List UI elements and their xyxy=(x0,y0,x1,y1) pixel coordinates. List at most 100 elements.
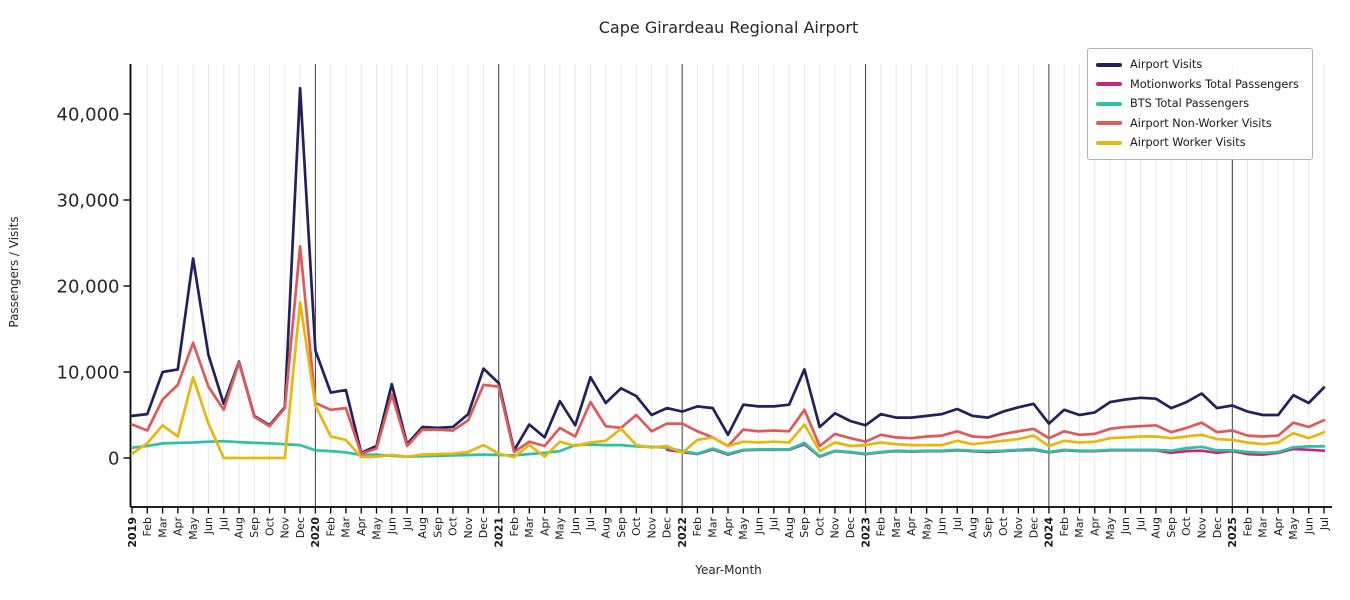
x-tick-label-month: Jul xyxy=(401,517,414,531)
line-bts-total-passengers xyxy=(130,439,1326,459)
x-tick-label-month: Apr xyxy=(722,517,735,537)
x-tick-label-month: Jul xyxy=(768,517,781,531)
x-tick-label-month: Sep xyxy=(1165,517,1178,538)
x-tick-label-month: May xyxy=(1104,517,1117,540)
x-tick-label-month: Oct xyxy=(813,516,826,536)
x-tick-label-month: Oct xyxy=(1180,516,1193,536)
legend-label: BTS Total Passengers xyxy=(1130,97,1250,111)
x-tick-label-month: Sep xyxy=(431,517,444,538)
y-tick-label: 40,000 xyxy=(57,104,120,125)
x-tick-label-month: Nov xyxy=(645,517,658,539)
x-tick-label-month: Oct xyxy=(447,516,460,536)
x-tick-label-month: Jun xyxy=(386,517,399,535)
x-tick-label-month: Jun xyxy=(752,517,765,535)
legend-item-airport-worker-visits: Airport Worker Visits xyxy=(1096,133,1304,153)
x-tick-label-month: Mar xyxy=(156,517,169,538)
x-tick-label-year: 2023 xyxy=(859,517,872,548)
x-tick-label-month: Jun xyxy=(1302,517,1315,535)
x-tick-label-month: Mar xyxy=(523,517,536,538)
x-tick-label-month: Aug xyxy=(783,517,796,538)
x-tick-label-month: Jul xyxy=(584,517,597,531)
x-tick-label-month: Oct xyxy=(997,516,1010,536)
x-tick-label-month: Nov xyxy=(1195,517,1208,539)
legend-line-swatch xyxy=(1096,121,1122,126)
x-tick-label-month: Jun xyxy=(569,517,582,535)
x-tick-label-month: Dec xyxy=(294,517,307,538)
x-tick-label-month: Feb xyxy=(691,517,704,536)
legend-label: Airport Worker Visits xyxy=(1130,136,1246,150)
x-tick-label-month: May xyxy=(920,517,933,540)
y-tick-label: 30,000 xyxy=(57,190,120,211)
x-tick-label-month: Mar xyxy=(706,517,719,538)
x-tick-label-month: Jul xyxy=(951,517,964,531)
x-tick-label-month: Oct xyxy=(263,516,276,536)
y-tick-label: 20,000 xyxy=(57,276,120,297)
x-tick-label-month: Aug xyxy=(599,517,612,538)
x-tick-label-month: May xyxy=(737,517,750,540)
x-tick-label-month: Mar xyxy=(1073,517,1086,538)
legend-item-airport-non-worker-visits: Airport Non-Worker Visits xyxy=(1096,114,1304,134)
x-tick-label-month: Jul xyxy=(1318,517,1331,531)
x-tick-label-month: Nov xyxy=(279,517,292,539)
x-tick-label-month: Dec xyxy=(661,517,674,538)
x-tick-label-month: Nov xyxy=(1012,517,1025,539)
legend-label: Motionworks Total Passengers xyxy=(1130,77,1299,91)
x-tick-label-month: Sep xyxy=(798,517,811,538)
x-tick-label-month: Apr xyxy=(538,517,551,537)
x-tick-label-year: 2022 xyxy=(676,517,689,548)
x-tick-label-month: Oct xyxy=(630,516,643,536)
x-tick-label-month: Dec xyxy=(1027,517,1040,538)
x-tick-label-month: Feb xyxy=(875,517,888,536)
x-tick-label-month: Apr xyxy=(355,517,368,537)
x-tick-label-month: Mar xyxy=(1257,517,1270,538)
x-tick-label-month: Aug xyxy=(416,517,429,538)
x-tick-label-month: Feb xyxy=(1241,517,1254,536)
line-airport-visits xyxy=(130,86,1326,455)
x-tick-label-month: Aug xyxy=(966,517,979,538)
x-tick-label-month: Nov xyxy=(829,517,842,539)
chart-title: Cape Girardeau Regional Airport xyxy=(598,18,859,37)
y-tick-label: 10,000 xyxy=(57,362,120,383)
x-tick-label-month: Mar xyxy=(340,517,353,538)
x-tick-label-month: Jun xyxy=(202,517,215,535)
y-tick-label: 0 xyxy=(108,448,119,469)
legend-item-bts-total-passengers: BTS Total Passengers xyxy=(1096,94,1304,114)
x-tick-label-year: 2025 xyxy=(1226,517,1239,548)
x-tick-label-month: Dec xyxy=(844,517,857,538)
x-tick-label-month: Jun xyxy=(1119,517,1132,535)
x-tick-label-month: Jul xyxy=(1134,517,1147,531)
x-tick-label-month: Apr xyxy=(1089,517,1102,537)
x-tick-label-month: Apr xyxy=(172,517,185,537)
x-tick-label-month: Feb xyxy=(324,517,337,536)
x-tick-label-month: Sep xyxy=(615,517,628,538)
x-tick-label-year: 2019 xyxy=(126,517,139,548)
x-tick-label-month: May xyxy=(187,517,200,540)
x-tick-label-year: 2020 xyxy=(309,517,322,548)
x-tick-label-year: 2021 xyxy=(493,517,506,548)
legend-line-swatch xyxy=(1096,82,1122,87)
x-tick-label-month: Sep xyxy=(982,517,995,538)
x-tick-label-month: Jul xyxy=(217,517,230,531)
legend-item-airport-visits: Airport Visits xyxy=(1096,55,1304,75)
x-tick-label-month: Feb xyxy=(508,517,521,536)
x-tick-label-month: Apr xyxy=(1272,517,1285,537)
x-tick-label-month: Jun xyxy=(936,517,949,535)
x-tick-label-month: May xyxy=(370,517,383,540)
legend: Airport Visits Motionworks Total Passenge… xyxy=(1087,48,1313,160)
x-tick-label-month: Aug xyxy=(233,517,246,538)
legend-label: Airport Non-Worker Visits xyxy=(1130,116,1272,130)
x-tick-label-month: May xyxy=(554,517,567,540)
x-tick-label-month: Feb xyxy=(1058,517,1071,536)
x-tick-label-month: Feb xyxy=(141,517,154,536)
legend-item-motionworks-total-passengers: Motionworks Total Passengers xyxy=(1096,75,1304,95)
line-airport-worker-visits xyxy=(130,300,1326,460)
x-tick-label-month: Aug xyxy=(1150,517,1163,538)
legend-line-swatch xyxy=(1096,140,1122,145)
x-tick-label-month: Apr xyxy=(905,517,918,537)
x-tick-label-month: Dec xyxy=(477,517,490,538)
x-tick-label-month: Dec xyxy=(1211,517,1224,538)
x-tick-label-month: Sep xyxy=(248,517,261,538)
x-tick-label-month: Nov xyxy=(462,517,475,539)
